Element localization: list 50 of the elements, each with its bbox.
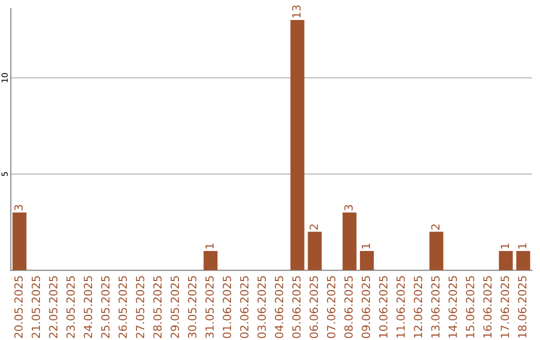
x-tick-label: 17.06.2025	[500, 276, 510, 338]
x-tick-label: 08.06.2025	[344, 276, 353, 338]
x-tick-label: 31.05.2025	[205, 276, 214, 338]
bar	[204, 251, 218, 270]
x-tick-label: 18.06.2025	[518, 276, 526, 338]
x-tick-label: 01.06.2025	[222, 276, 232, 338]
x-tick-label: 09.06.2025	[362, 276, 370, 338]
x-tick-label: 20.05.2025	[14, 276, 23, 338]
data-label: 3	[14, 204, 23, 210]
x-tick-label: 24.05.2025	[84, 276, 92, 338]
x-tick-label: 03.06.2025	[257, 276, 266, 338]
data-label: 1	[518, 244, 526, 248]
x-tick-label: 26.05.2025	[118, 276, 127, 338]
x-tick-label: 23.05.2025	[66, 276, 75, 338]
bar	[516, 251, 530, 270]
data-label: 1	[206, 244, 214, 248]
bar	[308, 232, 322, 270]
x-tick-label: 13.06.2025	[431, 276, 440, 338]
y-tick-label: 5	[2, 172, 8, 176]
x-tick-label: 02.06.2025	[240, 276, 249, 338]
bar	[290, 20, 304, 270]
x-tick-label: 27.05.2025	[136, 276, 144, 338]
x-tick-label: 25.05.2025	[101, 276, 110, 338]
x-tick-label: 30.05.2025	[188, 276, 196, 338]
x-tick-label: 10.06.2025	[379, 276, 388, 338]
x-tick-label: 21.05.2025	[32, 276, 40, 338]
bar	[498, 251, 513, 270]
x-tick-label: 11.06.2025	[396, 276, 405, 338]
x-tick-label: 12.06.2025	[414, 276, 422, 338]
data-label: 13	[292, 5, 301, 18]
data-label: 2	[310, 224, 318, 230]
x-tick-label: 29.05.2025	[170, 276, 180, 338]
x-tick-label: 22.05.2025	[49, 276, 58, 338]
x-tick-label: 28.05.2025	[153, 276, 162, 338]
x-tick-label: 16.06.2025	[483, 276, 492, 338]
data-label: 3	[344, 204, 353, 210]
data-label: 1	[500, 244, 509, 248]
bar	[342, 212, 356, 270]
bar	[12, 212, 26, 270]
x-tick-label: 07.06.2025	[326, 276, 336, 338]
bar	[360, 251, 374, 270]
x-tick-label: 05.06.2025	[292, 276, 301, 338]
data-label: 1	[362, 244, 370, 248]
bar	[429, 232, 444, 270]
x-tick-label: 06.06.2025	[310, 276, 318, 338]
x-tick-label: 14.06.2025	[448, 276, 457, 338]
data-label: 2	[431, 224, 440, 230]
y-tick-label: 10	[1, 73, 8, 82]
x-tick-label: 15.06.2025	[466, 276, 474, 338]
x-tick-label: 04.06.2025	[274, 276, 284, 338]
